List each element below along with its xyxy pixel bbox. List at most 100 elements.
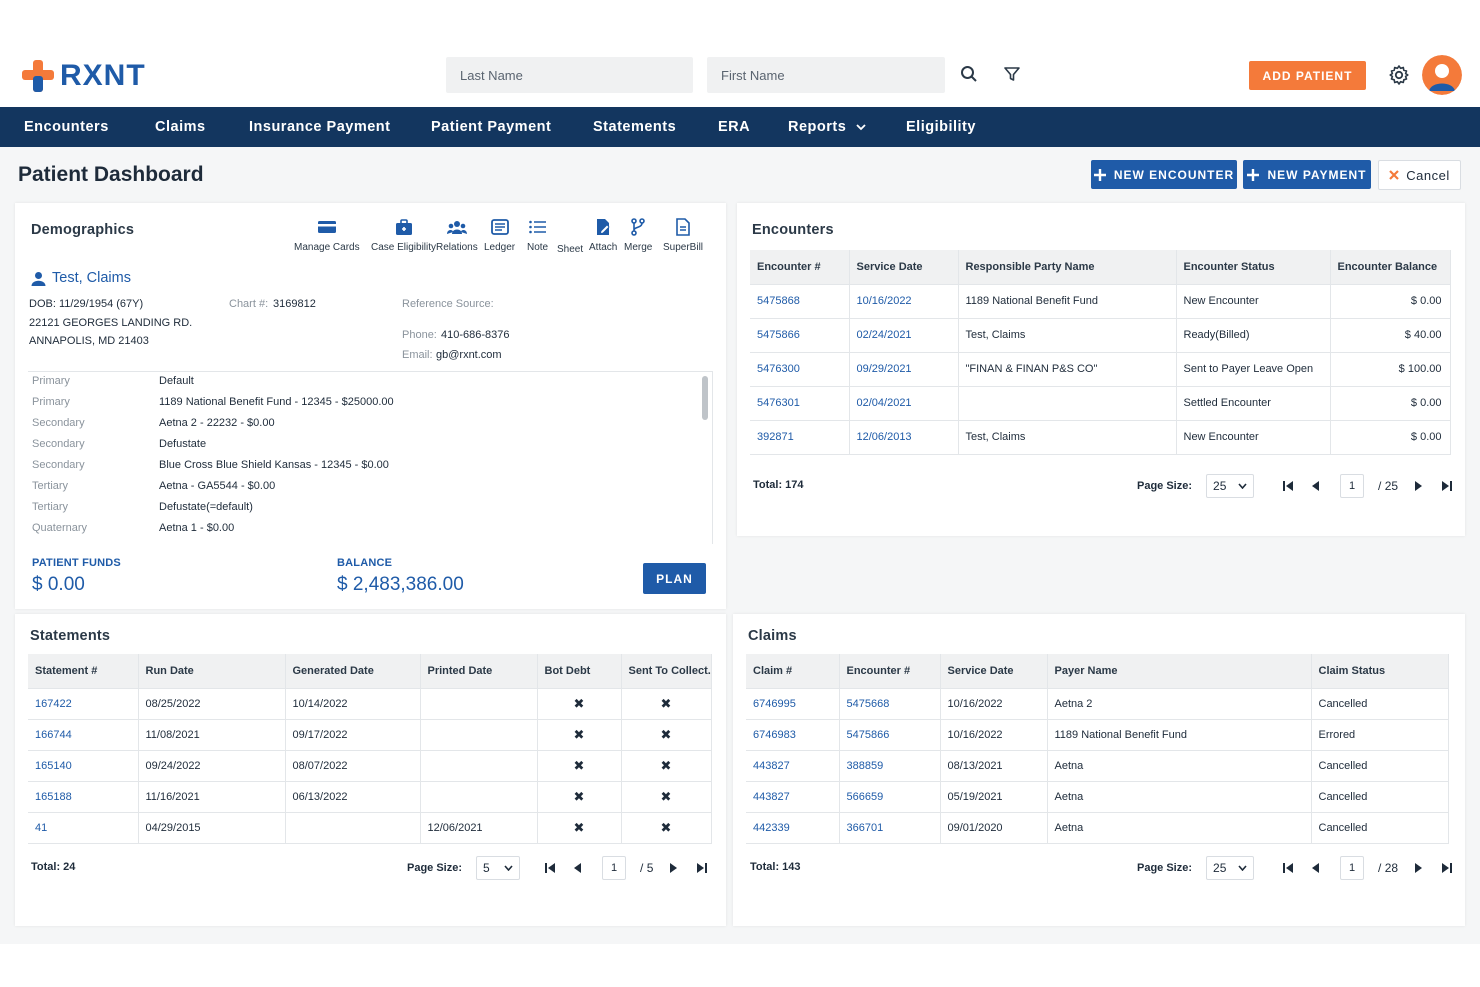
nav-reports[interactable]: Reports [788, 107, 866, 147]
first-page-icon[interactable] [1279, 477, 1297, 495]
chevron-down-icon [504, 865, 513, 871]
ledger-tool[interactable]: Ledger [484, 218, 515, 253]
next-page-icon[interactable] [1409, 477, 1427, 495]
user-avatar[interactable] [1422, 55, 1462, 95]
column-header[interactable]: Printed Date [420, 654, 538, 688]
superbill-tool[interactable]: SuperBill [663, 218, 703, 253]
column-header[interactable]: Encounter Balance [1330, 250, 1451, 284]
total-pages: / 5 [640, 861, 654, 875]
nav-era[interactable]: ERA [718, 119, 751, 135]
current-page-input[interactable]: 1 [602, 856, 627, 880]
service-date-link[interactable]: 09/29/2021 [849, 351, 959, 386]
column-header[interactable]: Encounter # [750, 250, 850, 284]
manage-cards-tool[interactable]: Manage Cards [294, 218, 360, 253]
next-page-icon[interactable] [1409, 859, 1427, 877]
case-eligibility-tool[interactable]: Case Eligibility [371, 218, 436, 253]
statement-number-link[interactable]: 167422 [28, 687, 139, 719]
previous-page-icon[interactable] [1307, 477, 1325, 495]
encounter-number-link[interactable]: 5475866 [750, 317, 850, 352]
first-page-icon[interactable] [541, 859, 559, 877]
note-tool[interactable]: Note [527, 218, 548, 253]
claim-number-link[interactable]: 6746995 [746, 687, 840, 719]
encounter-number-link[interactable]: 388859 [839, 749, 941, 781]
claim-number-link[interactable]: 443827 [746, 780, 840, 812]
merge-tool[interactable]: Merge [624, 218, 652, 253]
statement-number-link[interactable]: 165188 [28, 780, 139, 812]
gear-icon[interactable] [1388, 64, 1410, 91]
encounter-number-link[interactable]: 5476301 [750, 385, 850, 420]
encounter-number-link[interactable]: 5475866 [839, 718, 941, 750]
encounter-number-link[interactable]: 5476300 [750, 351, 850, 386]
last-page-icon[interactable] [1437, 859, 1455, 877]
column-header[interactable]: Generated Date [285, 654, 421, 688]
claim-number-link[interactable]: 6746983 [746, 718, 840, 750]
cancel-button[interactable]: Cancel [1378, 160, 1461, 190]
column-header[interactable]: Statement # [28, 654, 139, 688]
page-size-select[interactable]: 25 [1206, 474, 1255, 498]
nav-patient-payment[interactable]: Patient Payment [431, 119, 552, 135]
column-header[interactable]: Encounter # [839, 654, 941, 688]
service-date-link[interactable]: 02/24/2021 [849, 317, 959, 352]
column-header[interactable]: Payer Name [1047, 654, 1312, 688]
claims-title: Claims [748, 628, 797, 644]
new-encounter-button[interactable]: NEW ENCOUNTER [1091, 160, 1237, 189]
previous-page-icon[interactable] [1307, 859, 1325, 877]
statement-number-link[interactable]: 165140 [28, 749, 139, 781]
encounter-number-link[interactable]: 566659 [839, 780, 941, 812]
column-header[interactable]: Encounter Status [1176, 250, 1331, 284]
statement-number-link[interactable]: 166744 [28, 718, 139, 750]
column-header[interactable]: Claim Status [1311, 654, 1449, 688]
next-page-icon[interactable] [664, 859, 682, 877]
service-date-link[interactable]: 12/06/2013 [849, 419, 959, 455]
page-size-select[interactable]: 25 [1206, 856, 1255, 880]
plan-button[interactable]: PLAN [643, 563, 706, 594]
encounter-number-link[interactable]: 5475668 [839, 687, 941, 719]
column-header[interactable]: Claim # [746, 654, 840, 688]
claim-number-link[interactable]: 443827 [746, 749, 840, 781]
encounter-number-link[interactable]: 366701 [839, 811, 941, 844]
table-cell: 12/06/2021 [420, 811, 538, 844]
previous-page-icon[interactable] [569, 859, 587, 877]
document-icon [676, 218, 690, 236]
column-header[interactable]: Service Date [849, 250, 959, 284]
sheet-tool[interactable]: Sheet [557, 244, 583, 255]
attach-tool[interactable]: Attach [589, 218, 617, 253]
encounter-number-link[interactable]: 392871 [750, 419, 850, 455]
current-page-input[interactable]: 1 [1340, 856, 1365, 880]
table-cell: $ 40.00 [1330, 317, 1451, 352]
nav-eligibility[interactable]: Eligibility [906, 119, 976, 135]
last-name-search-input[interactable] [446, 57, 693, 93]
statement-number-link[interactable]: 41 [28, 811, 139, 844]
nav-statements[interactable]: Statements [593, 119, 677, 135]
new-payment-button[interactable]: NEW PAYMENT [1243, 160, 1371, 189]
column-header[interactable]: Bot Debt [537, 654, 622, 688]
rxnt-logo[interactable]: RXNT [20, 58, 146, 94]
last-page-icon[interactable] [692, 859, 710, 877]
page-size-select[interactable]: 5 [476, 856, 521, 880]
column-header[interactable]: Sent To Collect. [621, 654, 712, 688]
filter-icon[interactable] [1002, 64, 1022, 84]
column-header[interactable]: Service Date [940, 654, 1048, 688]
relations-tool[interactable]: Relations [436, 218, 478, 253]
insurance-scrollbar[interactable] [702, 376, 708, 420]
table-cell: Aetna [1047, 811, 1312, 844]
encounter-number-link[interactable]: 5475868 [750, 283, 850, 318]
first-page-icon[interactable] [1279, 859, 1297, 877]
nav-encounters[interactable]: Encounters [24, 119, 109, 135]
last-page-icon[interactable] [1437, 477, 1455, 495]
patient-name-row[interactable]: Test, Claims [31, 270, 131, 286]
claim-number-link[interactable]: 442339 [746, 811, 840, 844]
nav-claims[interactable]: Claims [155, 119, 206, 135]
column-header[interactable]: Responsible Party Name [958, 250, 1177, 284]
service-date-link[interactable]: 02/04/2021 [849, 385, 959, 420]
current-page-input[interactable]: 1 [1340, 474, 1365, 498]
table-row: 6746983 5475866 10/16/2022 1189 National… [746, 718, 1449, 750]
nav-insurance-payment[interactable]: Insurance Payment [249, 119, 391, 135]
search-icon[interactable] [959, 64, 979, 84]
column-header[interactable]: Run Date [138, 654, 286, 688]
service-date-link[interactable]: 10/16/2022 [849, 283, 959, 318]
table-cell: 08/25/2022 [138, 687, 286, 719]
first-name-search-input[interactable] [707, 57, 945, 93]
add-patient-button[interactable]: ADD PATIENT [1249, 61, 1366, 90]
claims-pager: Page Size: 25 1 / 28 [1137, 856, 1460, 880]
